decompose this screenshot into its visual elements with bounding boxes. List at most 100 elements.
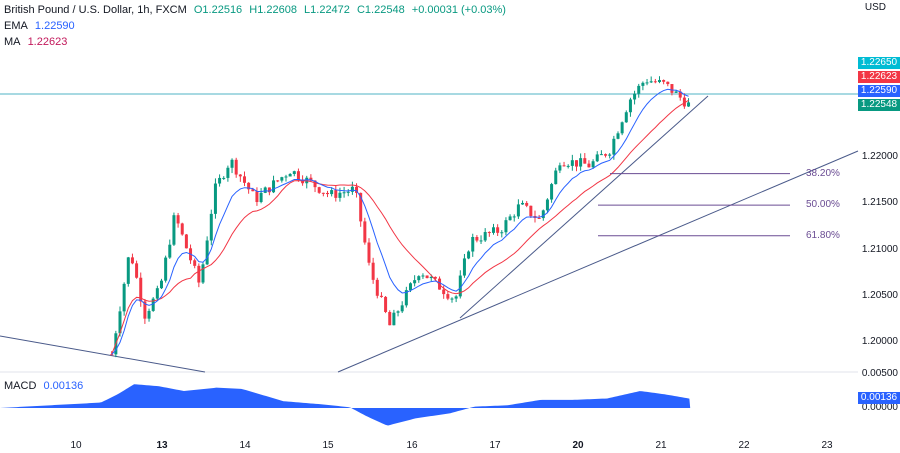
candle-body — [151, 298, 155, 311]
candle-body — [301, 179, 305, 184]
candle-body — [678, 91, 682, 98]
time-tick: 15 — [322, 440, 334, 451]
candle-body — [574, 160, 578, 167]
candle-body — [388, 311, 392, 326]
fib-level-label: 38.20% — [806, 167, 840, 179]
candle-body — [143, 301, 147, 319]
candle-body — [230, 159, 234, 168]
candle-body — [657, 80, 661, 83]
candle-body — [280, 177, 284, 181]
trend-line — [459, 95, 709, 319]
candle-body — [375, 279, 379, 296]
candle-body — [649, 81, 653, 83]
candle-body — [491, 227, 495, 233]
candle-body — [633, 93, 637, 100]
trend-line — [337, 150, 859, 373]
price-tick: 1.20000 — [861, 336, 898, 348]
candle-body — [413, 280, 417, 284]
candle-body — [496, 227, 500, 233]
symbol-title: British Pound / U.S. Dollar, 1h, FXCM — [4, 4, 187, 16]
candle-body — [417, 276, 421, 281]
candle-body — [670, 84, 674, 93]
time-tick: 20 — [572, 440, 584, 451]
candle-body — [147, 310, 151, 319]
ema-value: 1.22590 — [34, 20, 75, 32]
candle-body — [404, 290, 408, 306]
time-tick: 13 — [156, 440, 168, 451]
candle-body — [222, 177, 226, 179]
candle-body — [620, 122, 624, 134]
fib-level-label: 61.80% — [806, 229, 840, 241]
candle-body — [342, 192, 346, 194]
candle-body — [433, 276, 437, 279]
macd-legend[interactable]: MACD 0.00136 — [4, 378, 87, 394]
ma-indicator[interactable]: MA 1.22623 — [4, 34, 510, 50]
candle-body — [209, 213, 213, 241]
candle-body — [454, 296, 458, 299]
candle-body — [396, 311, 400, 313]
ema-indicator[interactable]: EMA 1.22590 — [4, 18, 510, 34]
candle-body — [687, 102, 691, 107]
candle-body — [500, 232, 504, 234]
price-tick: 1.21500 — [861, 197, 898, 209]
time-tick: 22 — [738, 440, 750, 451]
candle-body — [118, 311, 122, 334]
candle-body — [591, 161, 595, 168]
ohlc-close: C1.22548 — [356, 4, 405, 16]
candle-body — [317, 187, 321, 193]
macd-label: MACD — [4, 380, 37, 392]
ohlc-change: +0.00031 (+0.03%) — [411, 4, 506, 16]
candle-body — [566, 165, 570, 167]
candle-body — [309, 177, 313, 181]
candle-body — [168, 244, 172, 258]
candle-body — [172, 215, 176, 245]
candle-body — [442, 289, 446, 295]
candle-body — [130, 257, 134, 264]
candle-body — [562, 165, 566, 167]
time-tick: 14 — [239, 440, 251, 451]
fib-level-label: 50.00% — [806, 199, 840, 211]
candle-body — [284, 176, 288, 178]
candle-body — [176, 215, 180, 224]
candle-body — [242, 176, 246, 183]
candle-body — [263, 187, 267, 193]
candle-body — [110, 354, 114, 356]
candle-body — [367, 242, 371, 263]
macd-histogram — [0, 384, 691, 426]
candle-body — [251, 189, 255, 192]
candle-body — [608, 154, 612, 156]
candle-body — [218, 177, 222, 184]
ema-label: EMA — [4, 20, 28, 32]
candle-body — [554, 170, 558, 185]
candle-body — [653, 81, 657, 83]
candle-body — [516, 204, 520, 217]
candle-body — [272, 180, 276, 193]
candle-body — [595, 154, 599, 162]
candle-body — [458, 275, 462, 297]
candle-body — [392, 312, 396, 326]
candle-body — [296, 171, 300, 180]
time-tick: 16 — [406, 440, 418, 451]
candle-body — [313, 180, 317, 188]
candle-body — [379, 295, 383, 297]
currency-label[interactable]: USD — [864, 2, 886, 13]
candle-body — [616, 133, 620, 139]
candle-body — [529, 205, 533, 217]
candle-body — [363, 221, 367, 243]
candle-body — [641, 82, 645, 86]
candle-body — [292, 171, 296, 175]
candle-body — [321, 192, 325, 194]
candle-body — [408, 283, 412, 291]
candle-body — [184, 234, 188, 249]
candle-body — [247, 182, 251, 190]
candle-body — [666, 81, 670, 85]
candle-body — [400, 305, 404, 312]
candle-body — [682, 97, 686, 107]
candle-body — [384, 296, 388, 312]
candle-body — [487, 232, 491, 234]
candle-body — [350, 186, 354, 192]
trend-line — [0, 335, 206, 373]
candle-body — [201, 264, 205, 283]
candle-body — [483, 232, 487, 241]
